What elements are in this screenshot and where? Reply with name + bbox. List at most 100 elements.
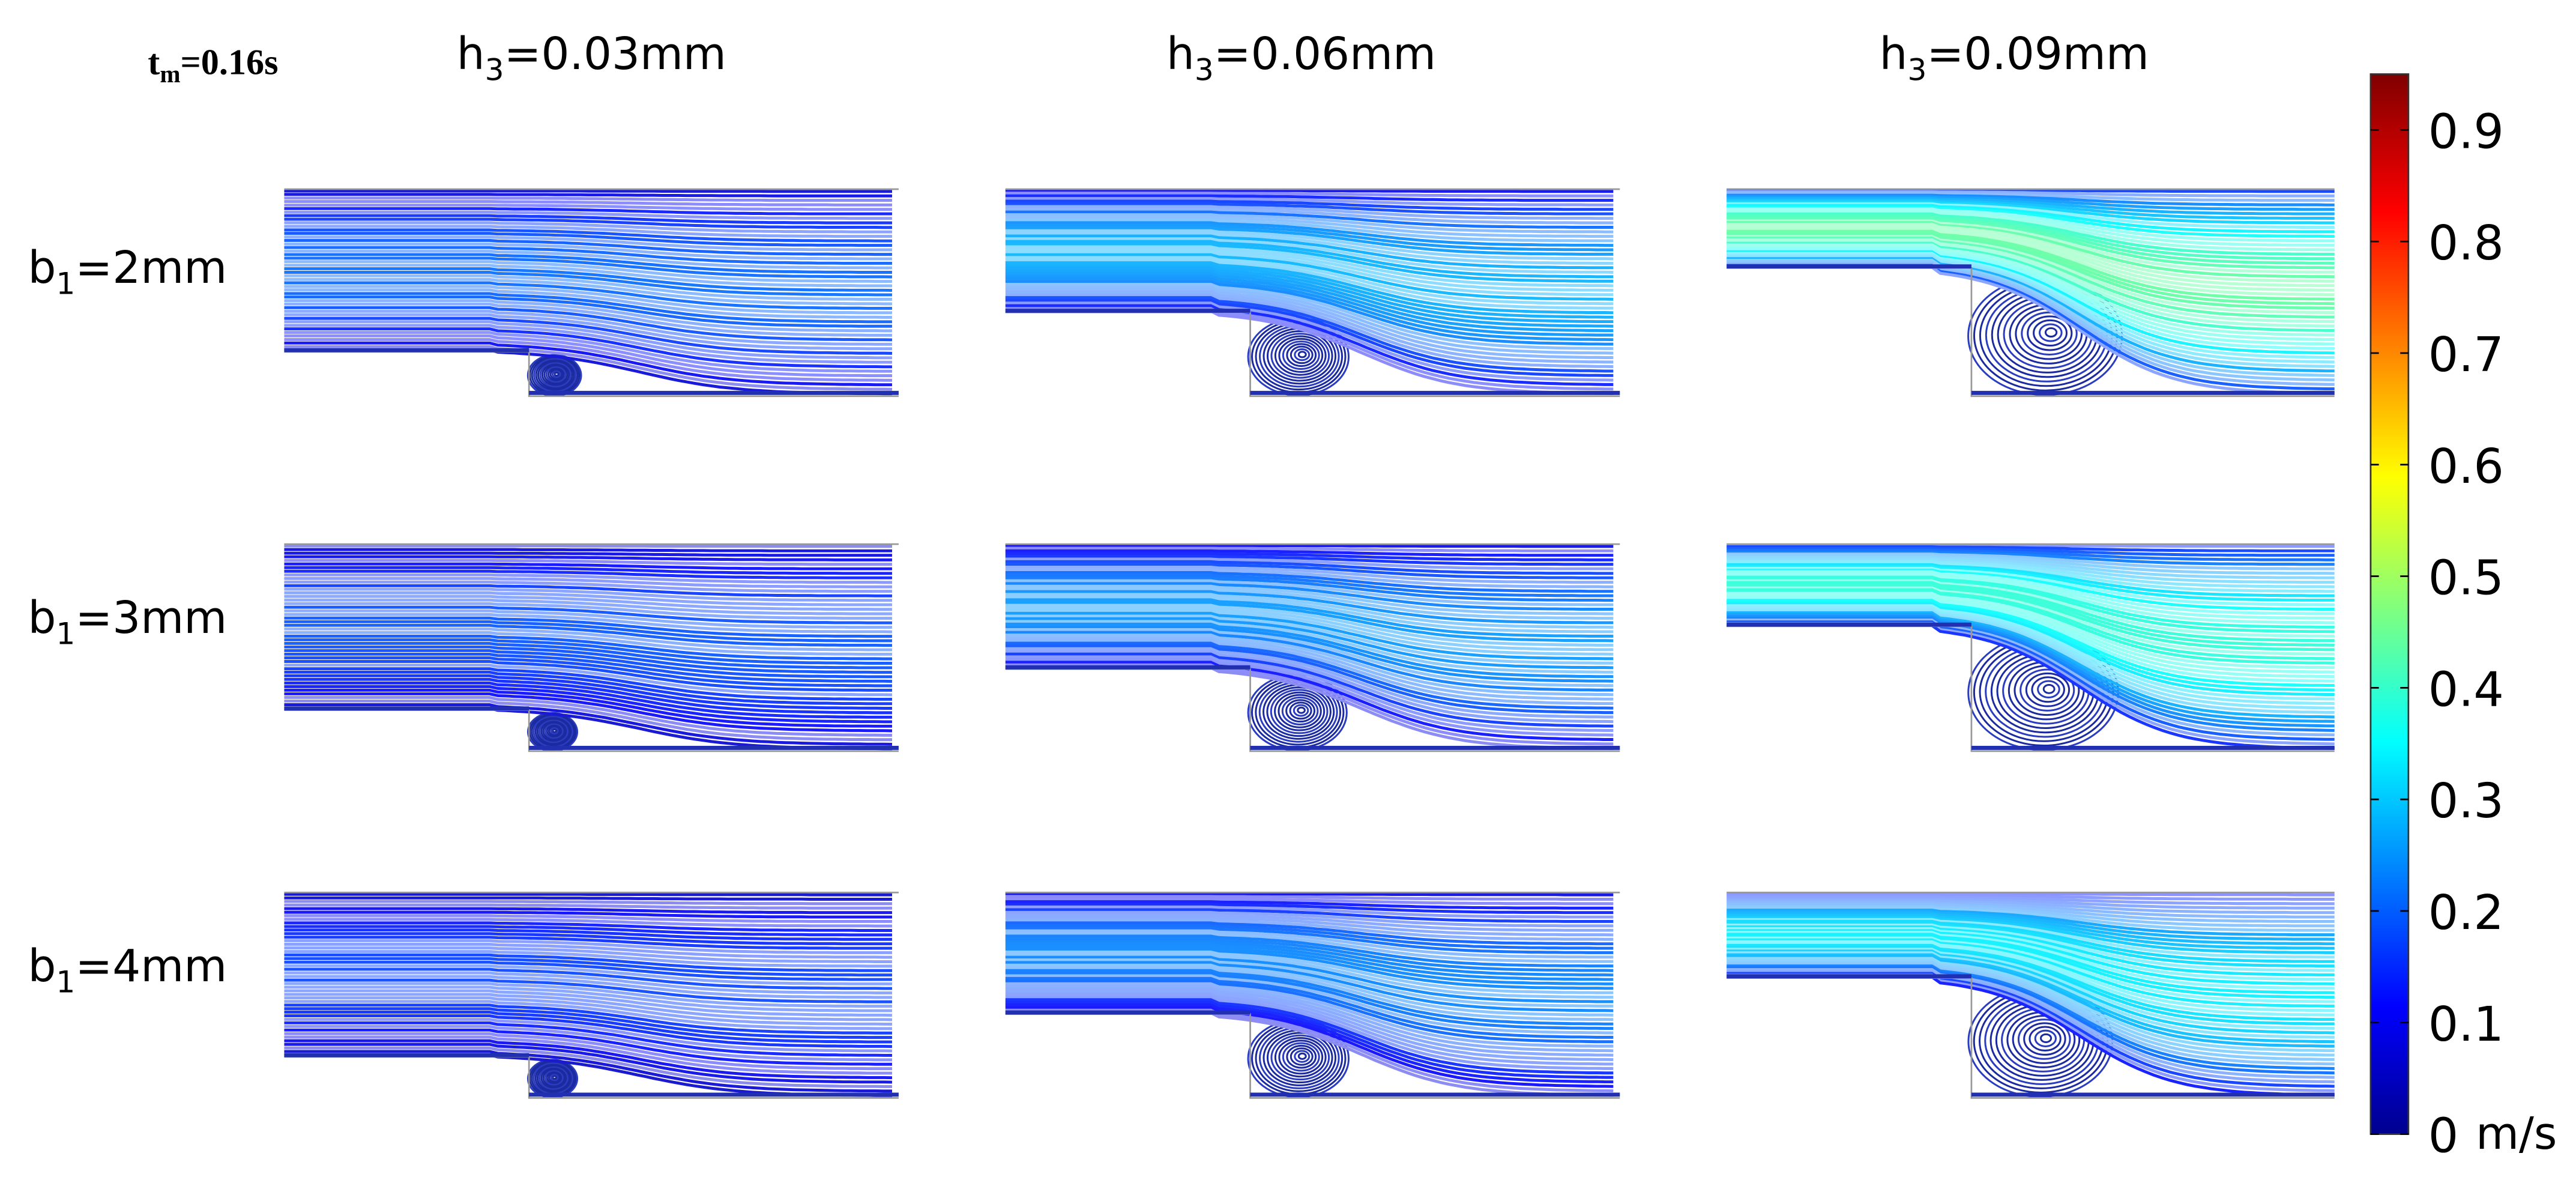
streamline (284, 277, 892, 306)
streamline (1727, 958, 2335, 1057)
streamline (1727, 929, 2335, 985)
streamline (1005, 247, 1614, 292)
streamline (1727, 948, 2335, 1030)
column-header-base: h (1166, 28, 1195, 80)
streamline (1005, 189, 1614, 193)
streamline (1005, 197, 1614, 207)
streamline (1005, 945, 1614, 985)
row-header-sub: 1 (56, 265, 75, 301)
streamline (1005, 565, 1614, 584)
streamline (1005, 221, 1614, 247)
streamline (284, 551, 892, 557)
streamline (1005, 628, 1614, 688)
streamline (1005, 587, 1614, 620)
streamline (1005, 927, 1614, 954)
vortex-line (1278, 337, 1324, 373)
streamline (1005, 226, 1614, 256)
streamline (1005, 194, 1614, 202)
streamline (1727, 577, 2335, 634)
vortex-line (546, 1071, 563, 1085)
vortex-line (1277, 694, 1322, 728)
streamline-panel (284, 543, 899, 752)
streamline (1005, 234, 1614, 270)
streamline (1005, 543, 1614, 548)
wall-flow (1727, 622, 2335, 750)
streamline (1727, 897, 2335, 910)
streamline (284, 1035, 892, 1075)
streamline (1005, 661, 1614, 741)
streamline (1727, 573, 2335, 625)
streamline (284, 345, 893, 391)
column-header-sub: 3 (1195, 52, 1214, 88)
streamline (1005, 1000, 1614, 1079)
vortex-line (1297, 351, 1307, 359)
column-header: h3=0.03mm (457, 28, 726, 87)
vortex-line (552, 728, 558, 733)
streamline (1727, 219, 2335, 274)
streamline (284, 1042, 893, 1084)
streamline (284, 674, 892, 710)
streamline (1005, 280, 1614, 346)
streamline (284, 299, 892, 333)
streamline (284, 587, 892, 602)
streamline (1727, 245, 2335, 341)
column-header: h3=0.06mm (1166, 28, 1436, 87)
streamline (284, 193, 892, 198)
vortex-line (540, 721, 567, 742)
streamline (1005, 293, 1614, 369)
streamline (1005, 601, 1614, 643)
streamline (1727, 593, 2335, 674)
wall-flow (284, 348, 899, 395)
streamline (284, 975, 892, 999)
streamline (1727, 247, 2335, 346)
streamline (1005, 229, 1614, 261)
streamline (1005, 900, 1614, 910)
vortex-line (2040, 1033, 2053, 1043)
time-base: t (148, 42, 160, 82)
vortex-line (1282, 340, 1320, 370)
column-header-base: h (1880, 28, 1908, 80)
vortex-line (1274, 691, 1326, 731)
streamline (1727, 557, 2335, 584)
colorbar-tick-label: 0.7 (2428, 327, 2504, 383)
vortex-line (538, 719, 569, 743)
streamline-panel (1005, 543, 1620, 752)
streamline (1005, 590, 1614, 625)
vortex-line (1289, 701, 1312, 720)
streamline (284, 918, 892, 928)
time-label: tm=0.16s (148, 42, 278, 88)
vortex-line (536, 718, 570, 745)
streamline (284, 225, 892, 238)
streamline (1005, 639, 1614, 706)
streamline (1727, 209, 2335, 247)
streamline (1727, 252, 2335, 359)
streamline (1727, 962, 2335, 1066)
streamline (1727, 927, 2335, 981)
streamline (284, 1021, 892, 1057)
streamline (1727, 918, 2335, 959)
streamline (1005, 606, 1614, 652)
streamline (284, 900, 892, 906)
streamline (284, 327, 892, 369)
wall-flow (1727, 974, 2335, 1097)
row-header-base: b (28, 592, 56, 644)
streamline (1005, 931, 1614, 963)
streamline (1005, 614, 1614, 665)
streamline (284, 584, 892, 598)
vortex-line (1294, 348, 1311, 362)
streamline (1727, 620, 2335, 741)
streamline (1727, 953, 2335, 1044)
streamline (1727, 260, 2335, 382)
streamline (284, 1003, 892, 1035)
streamline (1005, 916, 1614, 937)
streamline (1727, 564, 2335, 602)
vortex-line (545, 366, 567, 383)
streamline (1727, 241, 2335, 332)
streamline (284, 703, 893, 746)
streamline (284, 334, 892, 378)
streamline (1727, 235, 2335, 314)
streamline (284, 1039, 893, 1080)
streamline (284, 985, 892, 1012)
vortex-line (550, 1074, 559, 1082)
